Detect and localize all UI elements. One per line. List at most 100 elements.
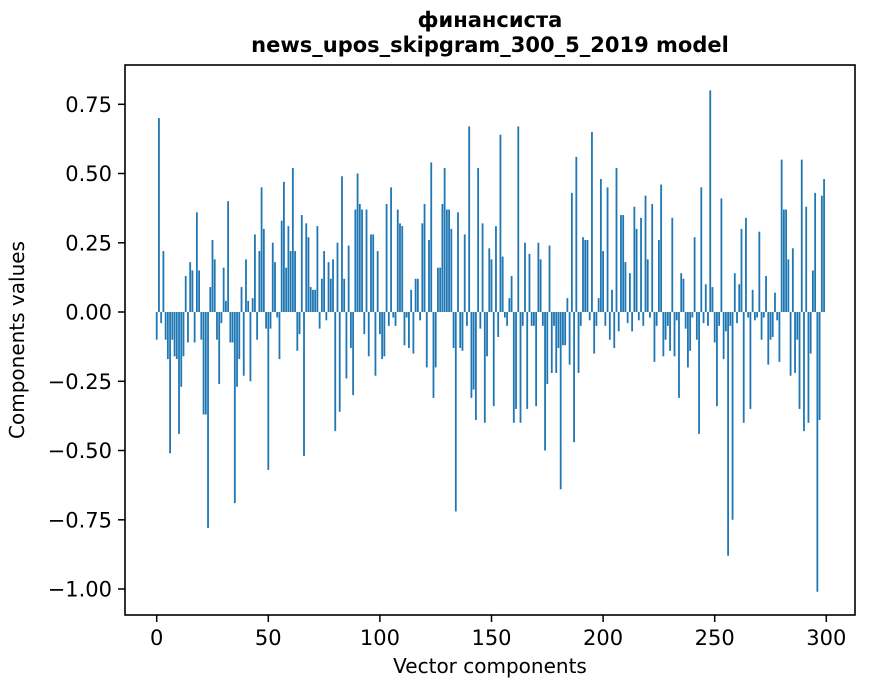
bar <box>508 298 511 312</box>
bar <box>637 312 640 321</box>
bar <box>325 312 328 321</box>
bar <box>318 312 321 329</box>
bar <box>718 312 721 326</box>
bar <box>289 251 292 312</box>
bar <box>816 312 819 592</box>
bar <box>729 312 732 326</box>
bar <box>173 312 176 357</box>
bar <box>187 312 189 343</box>
bar <box>622 215 625 312</box>
bar <box>381 312 384 360</box>
bar <box>162 251 165 312</box>
bar <box>207 312 209 529</box>
bar <box>738 284 741 312</box>
bar <box>611 289 613 312</box>
plot-spines <box>124 64 856 616</box>
bar <box>771 312 774 337</box>
bar <box>294 251 296 312</box>
bar <box>776 312 779 321</box>
bar <box>642 312 645 326</box>
bar <box>573 312 575 443</box>
bar <box>767 312 770 365</box>
bar <box>765 275 767 312</box>
bar <box>374 312 377 376</box>
bar <box>323 251 325 312</box>
bar <box>602 251 604 312</box>
bar <box>546 312 549 385</box>
bar <box>332 259 334 312</box>
bar <box>550 312 553 373</box>
bar <box>774 292 776 312</box>
bar <box>617 312 620 332</box>
bar <box>658 239 660 312</box>
bar <box>356 173 359 312</box>
bar <box>247 300 250 312</box>
bars-group <box>155 90 825 592</box>
bar <box>316 226 319 312</box>
bar <box>249 312 252 382</box>
bar <box>535 312 538 407</box>
bar <box>713 312 716 343</box>
bar <box>327 262 330 312</box>
bar <box>425 312 428 368</box>
bar <box>539 259 542 312</box>
bar <box>684 312 687 329</box>
bar <box>510 275 513 312</box>
bar <box>664 312 667 340</box>
bar <box>595 312 598 326</box>
bar <box>778 312 781 362</box>
bar <box>365 209 368 312</box>
bar <box>209 287 212 312</box>
bar <box>164 312 167 340</box>
bar <box>218 312 221 385</box>
bar <box>254 234 256 312</box>
y-tick-label: 0.75 <box>65 93 112 117</box>
bar <box>182 312 185 357</box>
bar <box>178 312 180 434</box>
bar <box>624 262 627 312</box>
bar <box>256 312 259 340</box>
bar <box>410 289 413 312</box>
bar <box>450 228 453 312</box>
bar <box>515 312 517 409</box>
x-tick-label: 150 <box>471 626 511 650</box>
bar <box>363 312 366 335</box>
bar <box>517 126 520 312</box>
bar <box>787 259 790 312</box>
bar <box>756 312 759 318</box>
bar <box>466 312 468 326</box>
bar <box>553 312 555 326</box>
bar <box>300 215 303 312</box>
bar <box>403 312 406 346</box>
axes-group: 0 50 100 150 200 250 300 0.75 0.50 0.25 0.00 −0.25 −… <box>48 64 856 650</box>
bar <box>394 312 397 326</box>
bar <box>608 312 611 340</box>
bar <box>204 312 207 415</box>
bar <box>709 90 712 313</box>
bar <box>675 312 678 321</box>
bar <box>751 289 754 312</box>
bar <box>521 312 524 326</box>
bar <box>568 312 571 365</box>
bar <box>189 262 192 312</box>
bar <box>349 312 352 349</box>
x-axis-label: Vector components <box>393 654 587 678</box>
bar <box>530 312 533 326</box>
bar <box>271 242 274 312</box>
bar <box>653 312 656 362</box>
bar <box>794 312 796 373</box>
bar <box>245 259 247 312</box>
bar <box>372 234 375 312</box>
bar <box>495 226 497 312</box>
bar <box>408 312 410 349</box>
bar <box>202 312 205 415</box>
bar <box>392 312 395 318</box>
y-tick-label: 0.00 <box>65 301 112 325</box>
bar <box>439 267 442 312</box>
bar <box>303 312 305 457</box>
bar <box>448 209 450 312</box>
bar <box>341 176 343 312</box>
bar <box>401 226 404 312</box>
bar <box>597 298 600 312</box>
bar <box>651 203 654 312</box>
